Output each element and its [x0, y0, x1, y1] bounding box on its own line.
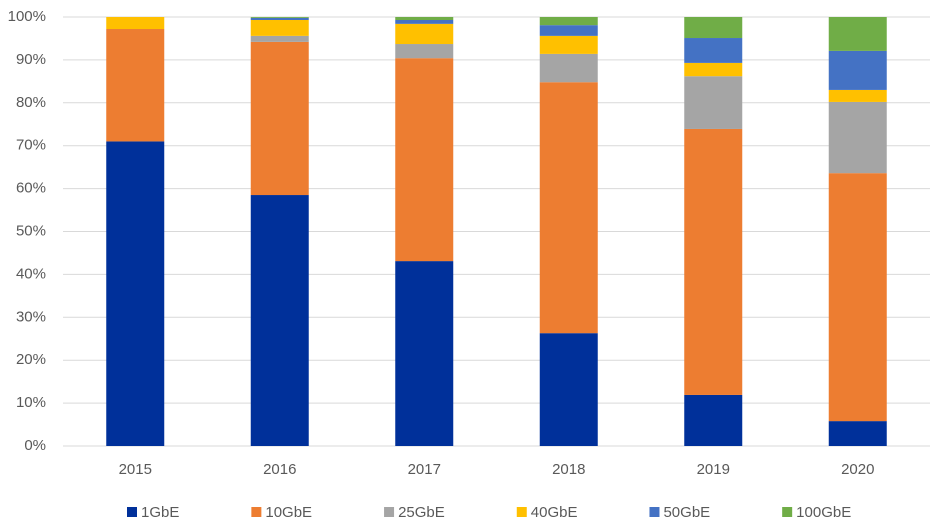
bar-segment — [395, 58, 454, 262]
y-tick-label: 30% — [16, 308, 46, 325]
legend-swatch — [649, 507, 660, 517]
x-tick-label: 2017 — [408, 461, 441, 478]
bar-segment — [106, 17, 165, 30]
x-tick-label: 2020 — [841, 461, 874, 478]
bar-segment — [539, 82, 598, 334]
bar-segment — [250, 41, 309, 196]
x-tick-label: 2018 — [552, 461, 585, 478]
bar-segment — [684, 394, 743, 446]
bar-segment — [250, 35, 309, 42]
bar-segment — [828, 421, 887, 446]
legend-swatch — [127, 507, 137, 517]
y-tick-label: 40% — [16, 265, 46, 282]
legend-swatch — [251, 507, 262, 517]
bar-segment — [684, 62, 743, 77]
legend-swatch — [384, 507, 395, 517]
y-tick-label: 50% — [16, 222, 46, 239]
bar-segment — [106, 141, 165, 446]
bar-segment — [106, 29, 165, 142]
y-tick-label: 90% — [16, 51, 46, 68]
legend-swatch — [782, 507, 793, 517]
y-tick-label: 100% — [8, 8, 46, 25]
bar-segment — [684, 38, 743, 63]
legend-label: 40GbE — [531, 504, 578, 521]
y-tick-label: 60% — [16, 180, 46, 197]
bar-segment — [539, 17, 598, 26]
x-tick-label: 2019 — [697, 461, 730, 478]
y-tick-label: 20% — [16, 351, 46, 368]
y-tick-label: 70% — [16, 137, 46, 154]
x-tick-label: 2015 — [119, 461, 152, 478]
bar-segment — [539, 25, 598, 36]
bar-segment — [250, 20, 309, 36]
bar-segment — [684, 76, 743, 129]
bar-segment — [828, 173, 887, 422]
legend-label: 25GbE — [398, 504, 445, 521]
legend-label: 50GbE — [663, 504, 710, 521]
legend-label: 1GbE — [141, 504, 179, 521]
bar-segment — [250, 17, 309, 18]
bar-segment — [539, 35, 598, 54]
bar-segment — [250, 195, 309, 446]
y-tick-label: 80% — [16, 94, 46, 111]
x-tick-label: 2016 — [263, 461, 296, 478]
legend-swatch — [516, 507, 527, 517]
bar-segment — [828, 17, 887, 51]
y-tick-label: 10% — [16, 394, 46, 411]
bar-segment — [395, 44, 454, 59]
bar-segment — [250, 17, 309, 21]
bar-segment — [684, 17, 743, 39]
legend-label: 100GbE — [796, 504, 851, 521]
bar-segment — [828, 50, 887, 90]
bar-segment — [395, 23, 454, 45]
bar-segment — [539, 53, 598, 83]
bar-segment — [395, 20, 454, 24]
bar-segment — [828, 101, 887, 174]
bar-segment — [539, 333, 598, 446]
y-tick-label: 0% — [24, 437, 46, 454]
bar-segment — [395, 261, 454, 446]
bar-segment — [684, 128, 743, 395]
bar-segment — [395, 17, 454, 21]
legend-label: 10GbE — [265, 504, 312, 521]
bar-segment — [828, 89, 887, 102]
